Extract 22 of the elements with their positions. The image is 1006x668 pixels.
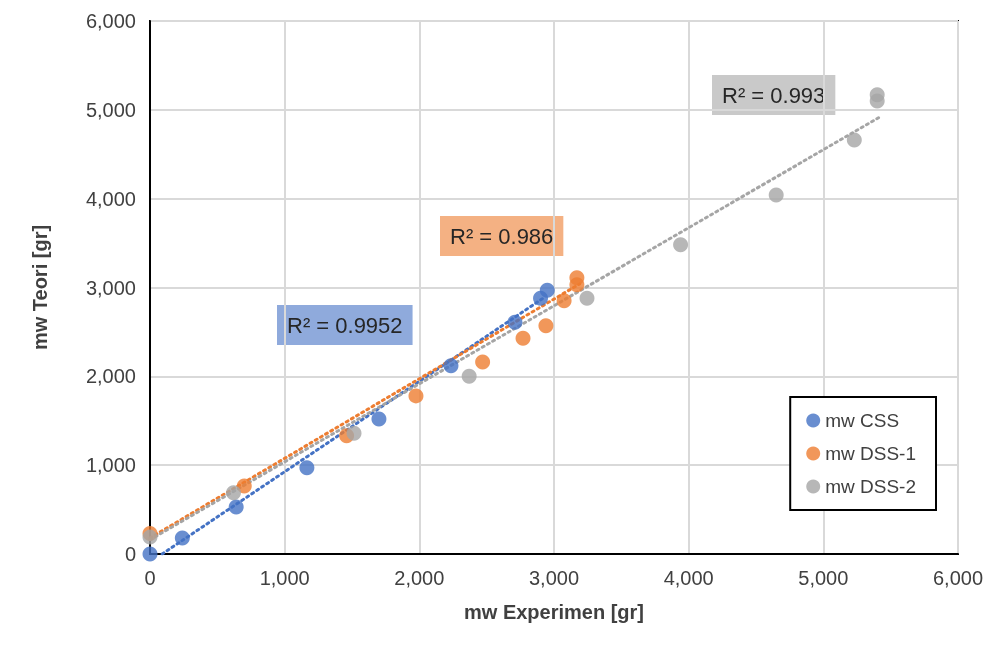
y-tick-label: 3,000 — [85, 276, 136, 299]
annotation: R² = 0.9952 — [287, 312, 403, 338]
x-tick-label: 5,000 — [798, 567, 849, 589]
annotation: R² = 0.986 — [450, 223, 554, 249]
x-tick-label: 0 — [144, 567, 156, 589]
y-tick-label: 5,000 — [85, 98, 136, 121]
y-tick-label: 1,000 — [85, 454, 136, 477]
y-tick-label: 0 — [124, 543, 136, 565]
annotation: R² = 0.993 — [722, 82, 826, 108]
legend-label: mw DSS-2 — [825, 476, 917, 497]
legend-label: mw DSS-1 — [825, 443, 917, 464]
y-tick-label: 2,000 — [85, 365, 136, 388]
y-tick-label: 4,000 — [85, 187, 136, 210]
x-axis-title: mw Experimen [gr] — [463, 601, 645, 623]
y-axis-title: mw Teori [gr] — [29, 224, 51, 351]
x-tick-label: 2,000 — [394, 567, 445, 589]
x-tick-label: 1,000 — [259, 567, 310, 589]
x-tick-label: 4,000 — [663, 567, 714, 589]
y-tick-label: 6,000 — [85, 10, 136, 32]
legend-label: mw CSS — [825, 410, 900, 431]
x-tick-label: 6,000 — [932, 567, 984, 589]
x-tick-label: 3,000 — [528, 567, 580, 589]
